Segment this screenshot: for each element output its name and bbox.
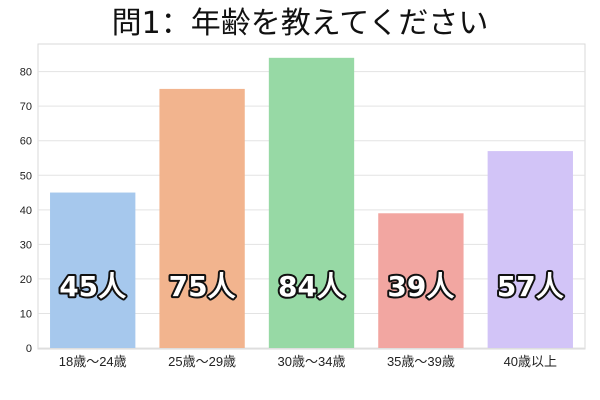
bar [50, 192, 136, 348]
bar [378, 213, 464, 348]
y-tick-label: 20 [20, 274, 32, 286]
y-tick-label: 60 [20, 136, 32, 148]
y-tick-label: 30 [20, 239, 32, 251]
x-tick-label: 35歳～39歳 [387, 354, 455, 369]
x-tick-label: 18歳～24歳 [59, 354, 127, 369]
x-axis-labels: 18歳～24歳 25歳～29歳 30歳～34歳 35歳～39歳 40歳以上 [59, 354, 557, 369]
x-tick-label: 40歳以上 [504, 354, 557, 369]
chart-title: 問1：年齢を教えてください [112, 6, 489, 41]
y-tick-label: 10 [20, 308, 32, 320]
y-tick-label: 70 [20, 101, 32, 113]
data-label: 45人 [59, 270, 126, 303]
y-tick-label: 0 [26, 343, 32, 355]
bar [159, 88, 245, 348]
y-axis-ticks: 0 10 20 30 40 50 60 70 80 [20, 67, 32, 355]
x-tick-label: 30歳～34歳 [278, 354, 346, 369]
bar [487, 151, 573, 348]
y-tick-label: 80 [20, 67, 32, 79]
data-label: 84人 [278, 270, 345, 303]
data-label: 57人 [497, 270, 564, 303]
plot-frame [37, 43, 586, 350]
bars [50, 57, 573, 349]
data-label: 75人 [169, 270, 236, 303]
bar [268, 57, 355, 349]
x-tick-label: 25歳～29歳 [168, 354, 236, 369]
data-labels: 45人 75人 84人 39人 57人 [57, 268, 566, 305]
data-label: 39人 [387, 270, 454, 303]
y-tick-label: 50 [20, 170, 32, 182]
y-tick-label: 40 [20, 205, 32, 217]
